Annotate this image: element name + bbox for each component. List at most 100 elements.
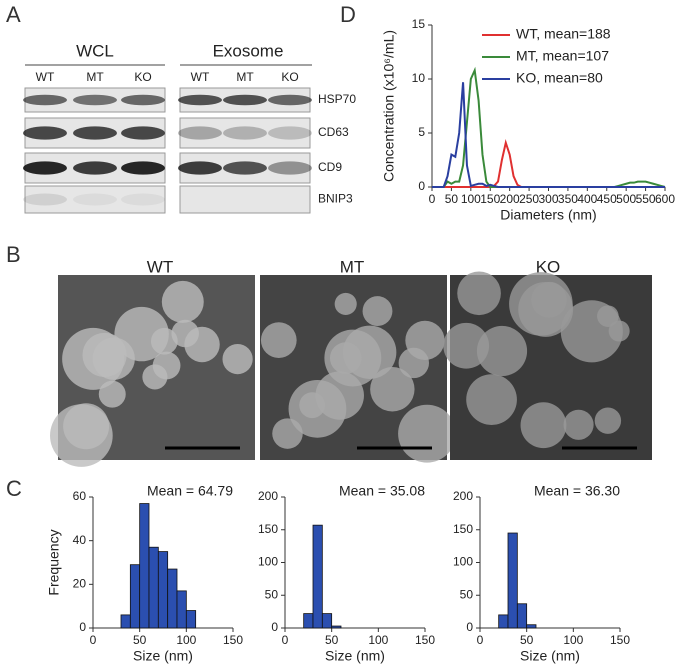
vesicle — [161, 280, 204, 323]
x-tick-label: 0 — [282, 633, 289, 647]
lane-label: KO — [281, 70, 298, 84]
histogram-bar — [312, 524, 323, 629]
panel-label: D — [340, 2, 356, 27]
histogram-bar — [185, 610, 197, 629]
band — [73, 161, 117, 175]
x-tick-label: 50 — [325, 633, 339, 647]
series-line — [432, 82, 665, 188]
legend-label: WT, mean=188 — [516, 26, 611, 42]
band — [23, 94, 67, 106]
protein-label: CD9 — [318, 160, 342, 174]
image-title: WT — [147, 257, 173, 276]
x-tick-label: 50 — [520, 633, 534, 647]
vesicle — [50, 404, 113, 467]
y-tick-label: 60 — [73, 489, 87, 503]
blot — [179, 117, 311, 149]
image-title: KO — [536, 257, 561, 276]
x-tick-label: 0 — [90, 633, 97, 647]
legend-label: KO, mean=80 — [516, 70, 603, 86]
blot — [179, 185, 311, 214]
vesicle — [531, 282, 567, 318]
y-tick-label: 50 — [265, 587, 279, 601]
x-axis-label: Size (nm) — [520, 648, 580, 664]
y-tick-label: 100 — [453, 555, 473, 569]
x-tick-label: 100 — [368, 633, 388, 647]
panel-label: A — [6, 2, 21, 27]
x-tick-label: 150 — [415, 633, 435, 647]
image-title: MT — [340, 257, 365, 276]
band — [121, 126, 165, 140]
lane-label: MT — [236, 70, 254, 84]
x-axis-label: Size (nm) — [325, 648, 385, 664]
band — [121, 161, 165, 175]
band — [73, 126, 117, 140]
band — [268, 161, 312, 175]
band — [178, 94, 222, 106]
x-tick-label: 50 — [445, 192, 459, 206]
protein-label: CD63 — [318, 125, 349, 139]
vesicle — [520, 402, 567, 449]
vesicle — [329, 342, 362, 374]
y-tick-label: 150 — [453, 522, 473, 536]
histogram-bar — [321, 613, 333, 629]
blot — [24, 185, 166, 214]
histogram-bar — [303, 613, 314, 629]
vesicle — [398, 404, 456, 463]
x-tick-label: 500 — [616, 192, 636, 206]
x-tick-label: 250 — [519, 192, 539, 206]
y-tick-label: 10 — [412, 71, 426, 85]
panel-label: B — [6, 242, 21, 267]
histogram-bar — [157, 551, 169, 629]
chart-title: Mean = 64.79 — [147, 483, 233, 499]
lane-label: WT — [191, 70, 210, 84]
x-tick-label: 200 — [500, 192, 520, 206]
y-axis-label: Frequency — [46, 529, 62, 595]
x-tick-label: 350 — [558, 192, 578, 206]
vesicle — [563, 409, 594, 440]
x-tick-label: 150 — [610, 633, 630, 647]
histogram-bar — [120, 614, 131, 629]
histogram-bar — [139, 503, 150, 629]
y-tick-label: 50 — [460, 587, 474, 601]
x-tick-label: 600 — [655, 192, 675, 206]
histogram-bar — [148, 546, 159, 629]
vesicle — [152, 351, 181, 380]
y-tick-label: 20 — [73, 577, 87, 591]
histogram-bar — [526, 624, 537, 629]
x-tick-label: 150 — [223, 633, 243, 647]
x-tick-label: 300 — [538, 192, 558, 206]
histogram-bar — [331, 625, 342, 629]
y-tick-label: 0 — [271, 620, 278, 634]
vesicle — [370, 367, 415, 412]
vesicle — [476, 325, 528, 377]
histogram-bar — [507, 532, 518, 629]
x-tick-label: 550 — [636, 192, 656, 206]
legend-label: MT, mean=107 — [516, 48, 609, 64]
y-tick-label: 0 — [418, 179, 425, 193]
group-title: WCL — [76, 41, 114, 60]
x-tick-label: 50 — [133, 633, 147, 647]
vesicle — [443, 322, 490, 369]
y-tick-label: 15 — [412, 17, 426, 31]
x-tick-label: 150 — [480, 192, 500, 206]
vesicle — [608, 320, 630, 342]
x-tick-label: 100 — [563, 633, 583, 647]
lane-label: WT — [36, 70, 55, 84]
band — [223, 126, 267, 140]
band — [223, 161, 267, 175]
vesicle — [457, 271, 501, 316]
x-tick-label: 0 — [477, 633, 484, 647]
lane-label: MT — [86, 70, 104, 84]
band — [121, 94, 165, 106]
y-tick-label: 5 — [418, 125, 425, 139]
band — [23, 193, 67, 206]
histogram-bar — [129, 564, 141, 629]
vesicle — [362, 296, 393, 327]
histogram-bar — [167, 568, 178, 629]
y-tick-label: 200 — [258, 489, 278, 503]
vesicle — [222, 343, 253, 375]
vesicle — [260, 322, 297, 359]
vesicle — [150, 327, 178, 355]
protein-label: BNIP3 — [318, 192, 353, 206]
